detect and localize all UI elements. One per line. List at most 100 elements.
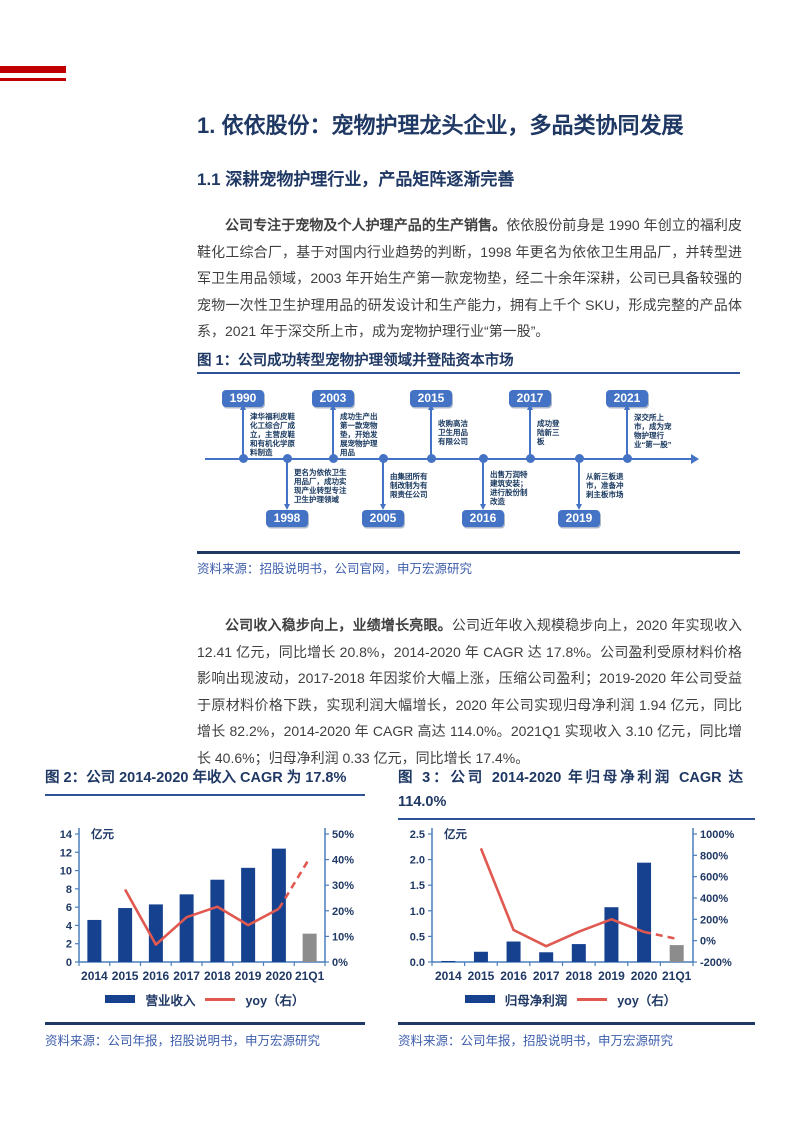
figure2-caption: 图 2：公司 2014-2020 年收入 CAGR 为 17.8% [45,770,347,786]
timeline-connector-arrow-icon [575,504,582,510]
svg-text:2016: 2016 [500,969,527,983]
figure1-timeline-diagram: 1990 津华福利皮鞋化工综合厂成立，主营皮鞋和有机化学原料制造 1998 更名为依依… [197,386,740,550]
timeline-connector-arrow-icon [379,504,386,510]
paragraph-lead-bold: 公司收入稳步向上，业绩增长亮眼。 [225,617,452,633]
svg-text:4: 4 [66,920,73,932]
figure1-source: 资料来源：招股说明书，公司官网，申万宏源研究 [197,562,473,576]
timeline-dot [622,454,632,463]
bar-legend-label: 营业收入 [145,993,196,1008]
svg-text:2018: 2018 [565,969,592,983]
line-legend-label: yoy（右） [245,993,305,1008]
timeline-dot [478,454,488,463]
timeline-connector-arrow-icon [239,404,246,410]
timeline-year-badge: 2005 [362,510,404,527]
svg-text:2014: 2014 [81,969,108,983]
svg-text:200%: 200% [700,914,728,926]
line-legend-swatch [205,997,236,1001]
svg-text:2020: 2020 [631,969,658,983]
svg-text:2: 2 [66,939,72,951]
timeline-milestone-text: 由集团所有制改制为有限责任公司 [390,472,428,499]
figure3-legend: 归母净利润 yoy（右） [398,992,743,1008]
timeline-connector-arrow-icon [479,504,486,510]
svg-text:0.0: 0.0 [410,957,425,969]
timeline-connector [382,460,384,506]
timeline-connector [482,460,484,506]
figure3-source-rule [398,1022,755,1025]
paragraph-body-text: 依依股份前身是 1990 年创立的福利皮鞋化工综合厂，基于对国内行业趋势的判断，… [197,217,742,339]
figure1-source-rule [197,551,740,554]
figure1-caption: 图 1：公司成功转型宠物护理领域并登陆资本市场 [197,353,514,369]
paragraph-financials: 公司收入稳步向上，业绩增长亮眼。公司近年收入规模稳步向上，2020 年实现收入 … [197,612,742,771]
svg-text:800%: 800% [700,850,728,862]
svg-text:2015: 2015 [468,969,495,983]
timeline-milestone-text: 收购高洁卫生用品有限公司 [438,419,468,446]
timeline-milestone-text: 出售万润特建筑安装；进行股份制改造 [490,470,528,506]
figure3-source: 资料来源：公司年报，招股说明书，申万宏源研究 [398,1034,674,1048]
timeline-year-badge: 1998 [266,510,308,527]
svg-text:2017: 2017 [173,969,200,983]
svg-text:10%: 10% [332,931,354,943]
bar-legend-swatch [464,995,495,1003]
svg-text:40%: 40% [332,855,354,867]
svg-text:2018: 2018 [204,969,231,983]
svg-text:0.5: 0.5 [410,931,425,943]
svg-text:2014: 2014 [435,969,462,983]
timeline-milestone-text: 津华福利皮鞋化工综合厂成立，主营皮鞋和有机化学原料制造 [250,412,295,457]
timeline-dot [238,454,248,463]
svg-text:-200%: -200% [700,957,732,969]
svg-text:50%: 50% [332,829,354,841]
svg-text:21Q1: 21Q1 [662,969,692,983]
svg-text:2019: 2019 [598,969,625,983]
figure3-caption-rule [398,818,755,820]
timeline-dot [378,454,388,463]
svg-text:400%: 400% [700,893,728,905]
svg-text:2019: 2019 [235,969,262,983]
timeline-milestone-text: 更名为依依卫生用品厂，成功实现产业转型专注卫生护理领域 [294,468,347,504]
svg-text:12: 12 [60,847,72,859]
timeline-milestone-text: 成功生产出第一款宠物垫，开始发展宠物护理用品 [340,412,378,457]
timeline-milestone-text: 从新三板退市，准备冲刺主板市场 [586,472,624,499]
timeline-year-badge: 2016 [462,510,504,527]
timeline-connector-arrow-icon [623,404,630,410]
timeline-connector [626,409,628,458]
timeline-year-badge: 2019 [558,510,600,527]
timeline-connector-arrow-icon [526,404,533,410]
timeline-milestone-text: 成功登陆新三板 [537,419,560,446]
svg-text:1.5: 1.5 [410,880,425,892]
timeline-year-badge: 1990 [222,390,264,407]
svg-text:2.5: 2.5 [410,829,425,841]
line-legend-label: yoy（右） [617,993,677,1008]
timeline-dot [426,454,436,463]
svg-text:6: 6 [66,902,72,914]
paragraph-lead-bold: 公司专注于宠物及个人护理产品的生产销售。 [225,217,507,233]
timeline-milestone-text: 深交所上市，成为宠物护理行业“第一股” [634,413,672,449]
timeline-connector [242,409,244,458]
red-accent-bar-thin [0,78,66,81]
figure2-block: 图 2：公司 2014-2020 年收入 CAGR 为 17.8% 0 2 4 6 8 1… [45,766,365,1048]
svg-text:0%: 0% [700,936,716,948]
figure2-source-rule [45,1022,365,1025]
timeline-axis [205,458,691,460]
revenue-chart: 0 2 4 6 8 10 12 14 0% 10% 20% 30% 40% 50% 2014 2015 2016… [60,827,354,983]
svg-text:600%: 600% [700,872,728,884]
timeline-connector [286,460,288,506]
timeline-connector [430,409,432,458]
timeline-dot [574,454,584,463]
net-profit-chart: 0.0 0.5 1.0 1.5 2.0 2.5 -200% 0% 200% 400% 600% 800… [410,827,735,983]
timeline-connector-arrow-icon [329,404,336,410]
svg-text:亿元: 亿元 [444,827,467,841]
svg-text:2017: 2017 [533,969,560,983]
timeline-year-badge: 2017 [509,390,551,407]
timeline-connector [332,409,334,458]
svg-text:8: 8 [66,884,72,896]
timeline-connector [529,409,531,458]
timeline-dot [282,454,292,463]
svg-text:10: 10 [60,866,72,878]
figure3-caption: 图 3：公司 2014-2020 年归母净利润 CAGR 达 114.0% [398,770,743,810]
svg-text:1000%: 1000% [700,829,734,841]
timeline-dot [525,454,535,463]
svg-text:0: 0 [66,957,72,969]
svg-text:1.0: 1.0 [410,906,425,918]
line-legend-swatch [577,997,608,1001]
